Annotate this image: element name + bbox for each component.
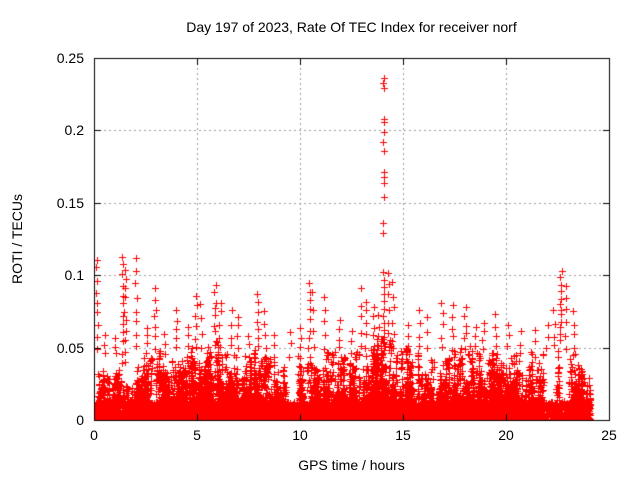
x-tick-label: 20 xyxy=(498,427,514,443)
y-tick-label: 0.05 xyxy=(56,340,84,356)
y-tick-label: 0.25 xyxy=(56,50,84,66)
y-tick-label: 0.1 xyxy=(64,267,84,283)
x-tick-label: 5 xyxy=(193,427,201,443)
x-tick-label: 10 xyxy=(292,427,308,443)
y-tick-label: 0.2 xyxy=(64,122,84,138)
x-axis-label: GPS time / hours xyxy=(298,457,405,473)
y-tick-label: 0 xyxy=(76,412,84,428)
x-tick-label: 15 xyxy=(395,427,411,443)
chart-title: Day 197 of 2023, Rate Of TEC Index for r… xyxy=(186,19,517,35)
y-tick-label: 0.15 xyxy=(56,195,84,211)
x-tick-label: 0 xyxy=(90,427,98,443)
x-tick-label: 25 xyxy=(601,427,617,443)
y-axis-label: ROTI / TECUs xyxy=(9,194,25,284)
